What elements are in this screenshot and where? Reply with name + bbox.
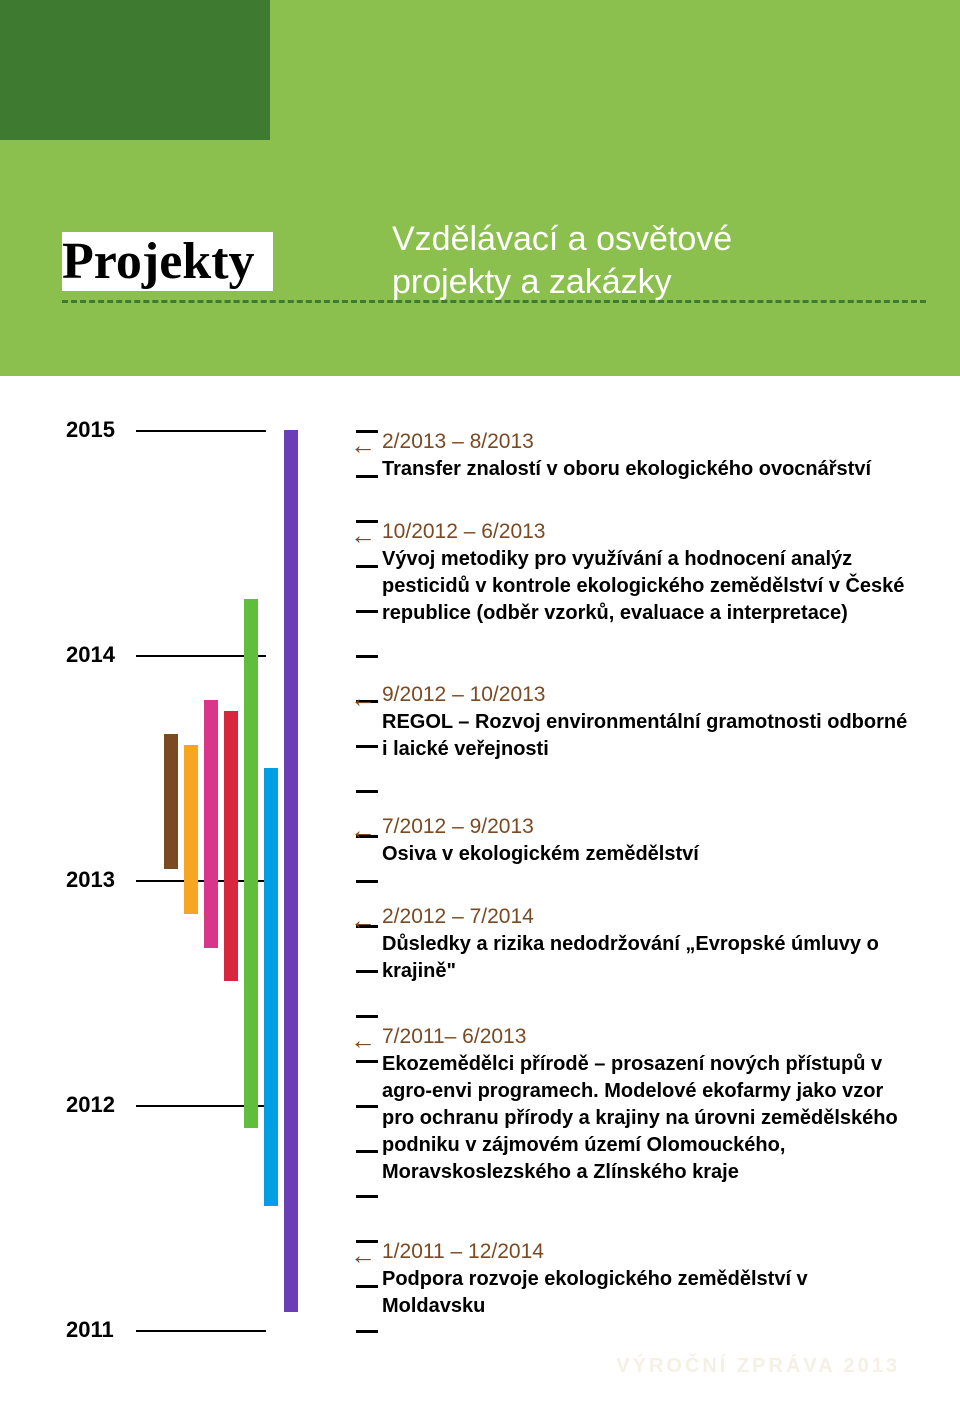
project-title: Důsledky a rizika nedodržování „Evropské… bbox=[382, 931, 912, 985]
subtitle-line-1: Vzdělávací a osvětové bbox=[392, 220, 732, 258]
minor-tick bbox=[356, 565, 378, 568]
arrow-left-icon: ← bbox=[350, 1240, 376, 1271]
project-title: Transfer znalostí v oboru ekologického o… bbox=[382, 456, 912, 483]
project-date-range: 1/2011 – 12/2014 bbox=[382, 1240, 912, 1264]
project-entry: ←2/2013 – 8/2013Transfer znalostí v obor… bbox=[382, 430, 912, 483]
timeline-bar bbox=[224, 711, 238, 981]
project-date-range: 9/2012 – 10/2013 bbox=[382, 683, 912, 707]
arrow-left-icon: ← bbox=[350, 683, 376, 714]
arrow-left-icon: ← bbox=[350, 430, 376, 461]
project-entry: ←2/2012 – 7/2014Důsledky a rizika nedodr… bbox=[382, 905, 912, 985]
minor-tick bbox=[356, 610, 378, 613]
timeline-bar bbox=[204, 700, 218, 948]
timeline-chart: 20152014201320122011 bbox=[66, 430, 306, 1330]
minor-tick bbox=[356, 1105, 378, 1108]
minor-tick bbox=[356, 745, 378, 748]
project-entries: ←2/2013 – 8/2013Transfer znalostí v obor… bbox=[382, 430, 912, 1350]
year-axis-line bbox=[136, 1330, 266, 1332]
arrow-left-icon: ← bbox=[350, 1025, 376, 1056]
year-label: 2015 bbox=[66, 417, 115, 443]
project-entry: ←1/2011 – 12/2014Podpora rozvoje ekologi… bbox=[382, 1240, 912, 1320]
dashed-divider bbox=[62, 300, 926, 303]
year-axis-line bbox=[136, 430, 266, 432]
header-darkgreen-box bbox=[0, 0, 270, 140]
minor-tick bbox=[356, 1150, 378, 1153]
year-label: 2014 bbox=[66, 642, 115, 668]
minor-tick bbox=[356, 1060, 378, 1063]
arrow-left-icon: ← bbox=[350, 520, 376, 551]
timeline-bar bbox=[264, 768, 278, 1207]
minor-tick bbox=[356, 970, 378, 973]
minor-tick bbox=[356, 790, 378, 793]
project-title: Vývoj metodiky pro využívání a hodnocení… bbox=[382, 546, 912, 627]
arrow-left-icon: ← bbox=[350, 815, 376, 846]
project-entry: ←9/2012 – 10/2013REGOL – Rozvoj environm… bbox=[382, 683, 912, 763]
project-date-range: 2/2012 – 7/2014 bbox=[382, 905, 912, 929]
page-subtitle: Vzdělávací a osvětové projekty a zakázky bbox=[380, 218, 744, 309]
project-date-range: 7/2011– 6/2013 bbox=[382, 1025, 912, 1049]
project-title: Osiva v ekologickém zemědělství bbox=[382, 841, 912, 868]
timeline-bar bbox=[284, 430, 298, 1312]
project-title: Podpora rozvoje ekologického zemědělství… bbox=[382, 1266, 912, 1320]
timeline-bar bbox=[244, 599, 258, 1128]
timeline-bar bbox=[164, 734, 178, 869]
year-label: 2013 bbox=[66, 867, 115, 893]
project-date-range: 7/2012 – 9/2013 bbox=[382, 815, 912, 839]
project-title: Ekozemědělci přírodě – prosazení nových … bbox=[382, 1051, 912, 1186]
project-date-range: 10/2012 – 6/2013 bbox=[382, 520, 912, 544]
minor-tick bbox=[356, 1015, 378, 1018]
subtitle-line-2: projekty a zakázky bbox=[392, 263, 672, 301]
minor-tick bbox=[356, 880, 378, 883]
timeline-bar bbox=[184, 745, 198, 914]
page-title: Projekty bbox=[62, 232, 273, 291]
minor-tick bbox=[356, 655, 378, 658]
project-date-range: 2/2013 – 8/2013 bbox=[382, 430, 912, 454]
year-label: 2012 bbox=[66, 1092, 115, 1118]
footer-watermark: VÝROČNÍ ZPRÁVA 2013 bbox=[616, 1355, 900, 1378]
minor-tick bbox=[356, 1285, 378, 1288]
minor-tick bbox=[356, 1330, 378, 1333]
minor-tick bbox=[356, 475, 378, 478]
year-label: 2011 bbox=[66, 1317, 114, 1343]
project-entry: ←7/2011– 6/2013Ekozemědělci přírodě – pr… bbox=[382, 1025, 912, 1186]
project-entry: ←10/2012 – 6/2013Vývoj metodiky pro využ… bbox=[382, 520, 912, 627]
arrow-left-icon: ← bbox=[350, 905, 376, 936]
minor-tick bbox=[356, 1195, 378, 1198]
project-entry: ←7/2012 – 9/2013Osiva v ekologickém země… bbox=[382, 815, 912, 868]
project-title: REGOL – Rozvoj environmentální gramotnos… bbox=[382, 709, 912, 763]
